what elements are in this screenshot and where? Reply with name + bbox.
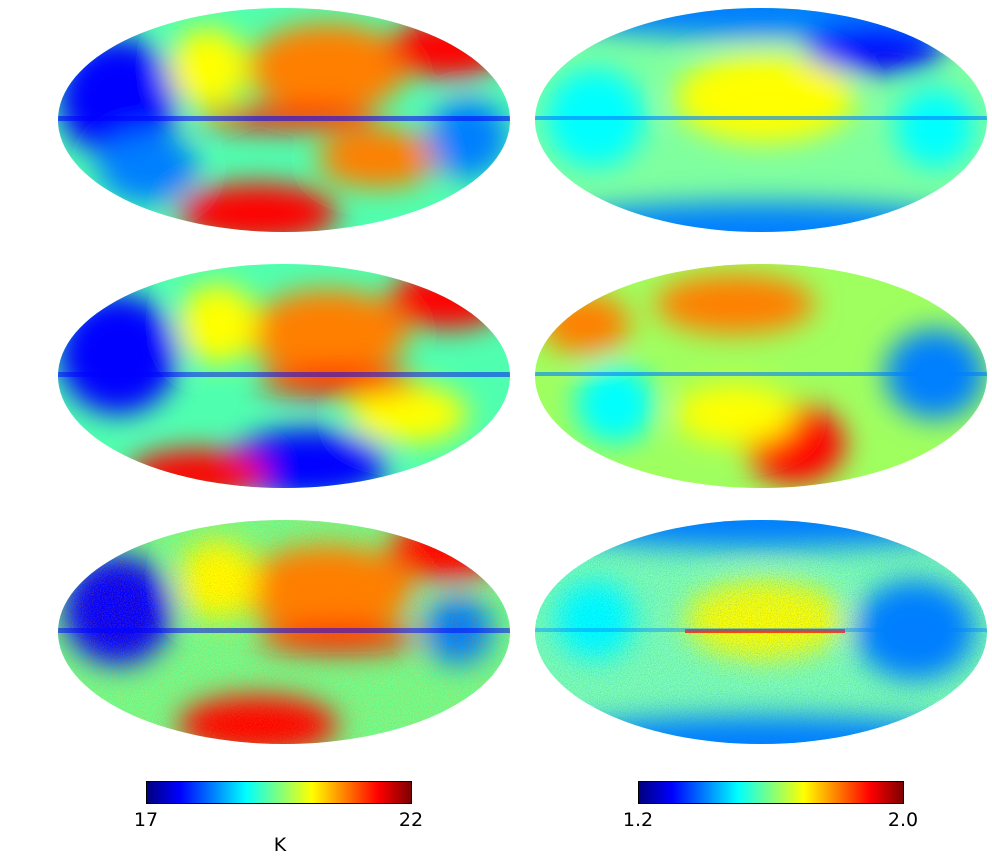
colorbar-left — [146, 781, 412, 804]
colorbar-right-max-label: 2.0 — [887, 809, 919, 831]
sky-map-left-middle — [58, 264, 510, 488]
colorbar-left-unit-label: K — [273, 834, 287, 856]
sky-map-right-top — [535, 8, 987, 232]
sky-map-left-top — [58, 8, 510, 232]
colorbar-left-min-label: 17 — [133, 809, 159, 831]
colorbar-left-max-label: 22 — [398, 809, 424, 831]
colorbar-right — [638, 781, 904, 804]
sky-map-right-middle — [535, 264, 987, 488]
sky-map-left-bottom — [58, 520, 510, 744]
colorbar-right-min-label: 1.2 — [622, 809, 654, 831]
sky-map-right-bottom — [535, 520, 987, 744]
